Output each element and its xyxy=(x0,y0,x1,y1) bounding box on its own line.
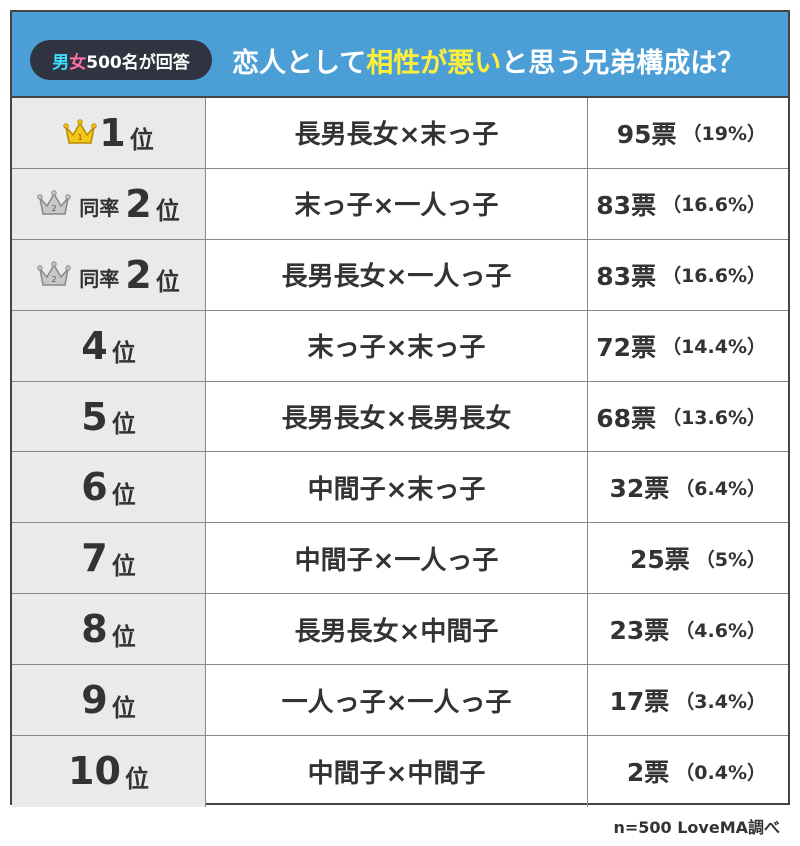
votes-cell: 23票 （4.6%） xyxy=(588,594,788,664)
combination-cell: 中間子×一人っ子 xyxy=(206,523,588,594)
crown-label: 1 xyxy=(78,133,83,142)
crown-icon: 2 xyxy=(37,190,71,215)
vote-count: 72票 xyxy=(596,332,657,362)
table-row: 2 同率 2 位長男長女×一人っ子 83票 （16.6%） xyxy=(12,239,788,311)
vote-percent: （19%） xyxy=(682,123,766,146)
rank-suffix: 位 xyxy=(155,197,180,226)
vote-count: 83票 xyxy=(596,190,657,220)
vote-count: 32票 xyxy=(609,474,670,504)
combination-cell: 中間子×中間子 xyxy=(206,736,588,807)
votes-cell: 68票 （13.6%） xyxy=(588,382,788,452)
vote-count: 23票 xyxy=(609,616,670,646)
title-pre: 恋人として xyxy=(232,47,367,79)
vote-count: 25票 xyxy=(629,545,690,575)
rank-suffix: 位 xyxy=(111,480,136,509)
combination-cell: 長男長女×末っ子 xyxy=(206,98,588,168)
vote-percent: （16.6%） xyxy=(662,265,766,288)
badge-female: 女 xyxy=(69,52,87,73)
combination-cell: 中間子×末っ子 xyxy=(206,452,588,523)
rank-number: 5 xyxy=(81,394,108,439)
vote-percent: （6.4%） xyxy=(675,477,766,500)
rank-suffix: 位 xyxy=(111,622,136,651)
votes-cell: 17票 （3.4%） xyxy=(588,665,788,735)
crown-icon: 1 xyxy=(63,119,97,144)
tie-label: 同率 xyxy=(79,267,120,292)
votes-cell: 25票 （5%） xyxy=(588,523,788,593)
vote-percent: （4.6%） xyxy=(675,619,766,642)
votes-cell: 72票 （14.4%） xyxy=(588,311,788,381)
vote-percent: （13.6%） xyxy=(662,407,766,429)
ranking-table: 1 1 位長男長女×末っ子 95票 （19%） 2 同率 2 位末っ子×一人っ子 83票 （16.6… xyxy=(10,96,790,807)
table-row: 7 位中間子×一人っ子 25票 （5%） xyxy=(12,523,788,595)
rank-number: 10 xyxy=(68,749,121,794)
vote-percent: （5%） xyxy=(695,548,766,571)
votes-cell: 83票 （16.6%） xyxy=(588,169,788,239)
table-row: 1 1 位長男長女×末っ子 95票 （19%） xyxy=(12,98,788,169)
rank-cell: 2 同率 2 位 xyxy=(12,239,206,310)
respondents-badge: 男女 500名が回答 xyxy=(30,40,212,80)
badge-male: 男 xyxy=(52,52,70,73)
rank-number: 9 xyxy=(81,678,108,723)
rank-number: 2 xyxy=(125,181,152,226)
rank-suffix: 位 xyxy=(124,764,149,793)
combination-cell: 末っ子×末っ子 xyxy=(206,310,588,381)
crown-label: 2 xyxy=(52,204,57,213)
table-row: 10 位中間子×中間子 2票 （0.4%） xyxy=(12,736,788,807)
table-row: 4 位末っ子×末っ子 72票 （14.4%） xyxy=(12,310,788,382)
vote-count: 17票 xyxy=(609,687,670,717)
rank-suffix: 位 xyxy=(111,693,136,722)
votes-cell: 95票 （19%） xyxy=(588,98,788,168)
rank-number: 6 xyxy=(81,465,108,510)
title-highlight: 相性が悪い xyxy=(366,47,502,79)
table-row: 5 位長男長女×長男長女 68票 （13.6%） xyxy=(12,381,788,453)
chart-header: 男女 500名が回答 恋人として 相性が悪い と思う兄弟構成は？ xyxy=(10,10,790,96)
vote-percent: （0.4%） xyxy=(675,761,766,784)
vote-percent: （16.6%） xyxy=(662,194,766,217)
votes-cell: 2票 （0.4%） xyxy=(588,736,788,807)
table-row: 9 位一人っ子×一人っ子 17票 （3.4%） xyxy=(12,665,788,737)
votes-cell: 32票 （6.4%） xyxy=(588,452,788,522)
vote-count: 95票 xyxy=(616,119,677,149)
table-row: 8 位長男長女×中間子 23票 （4.6%） xyxy=(12,594,788,666)
table-row: 6 位中間子×末っ子 32票 （6.4%） xyxy=(12,452,788,524)
chart-title: 恋人として 相性が悪い と思う兄弟構成は？ xyxy=(232,38,792,82)
source-note: n=500 LoveMA調べ xyxy=(613,818,780,837)
vote-percent: （14.4%） xyxy=(662,336,766,359)
rank-suffix: 位 xyxy=(155,268,180,297)
title-post: と思う兄弟構成は？ xyxy=(501,47,745,79)
rank-cell: 2 同率 2 位 xyxy=(12,168,206,239)
vote-count: 83票 xyxy=(596,261,657,291)
combination-cell: 末っ子×一人っ子 xyxy=(206,168,588,239)
rank-number: 1 xyxy=(99,110,126,155)
combination-cell: 一人っ子×一人っ子 xyxy=(206,665,588,736)
crown-icon: 2 xyxy=(37,261,71,286)
rank-cell: 10 位 xyxy=(12,736,206,807)
rank-number: 8 xyxy=(81,607,108,652)
badge-count: 500名が回答 xyxy=(86,52,190,73)
rank-suffix: 位 xyxy=(111,410,136,438)
combination-cell: 長男長女×中間子 xyxy=(206,594,588,665)
rank-number: 2 xyxy=(125,252,152,297)
vote-count: 2票 xyxy=(626,758,670,788)
table-row: 2 同率 2 位末っ子×一人っ子 83票 （16.6%） xyxy=(12,168,788,240)
rank-suffix: 位 xyxy=(111,339,136,368)
crown-label: 2 xyxy=(52,275,57,284)
combination-cell: 長男長女×長男長女 xyxy=(206,381,588,452)
rank-number: 7 xyxy=(81,536,108,581)
rank-suffix: 位 xyxy=(129,126,154,155)
rank-number: 4 xyxy=(81,323,108,368)
vote-count: 68票 xyxy=(596,403,657,433)
tie-label: 同率 xyxy=(79,196,120,221)
rank-suffix: 位 xyxy=(111,551,136,580)
votes-cell: 83票 （16.6%） xyxy=(588,240,788,310)
vote-percent: （3.4%） xyxy=(675,690,766,713)
combination-cell: 長男長女×一人っ子 xyxy=(206,239,588,310)
